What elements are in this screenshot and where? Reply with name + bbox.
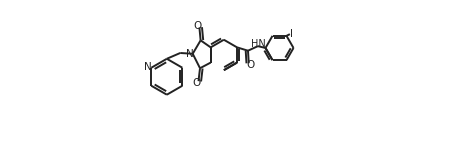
Text: O: O	[246, 60, 255, 70]
Text: I: I	[290, 29, 293, 39]
Text: O: O	[193, 21, 202, 31]
Text: HN: HN	[251, 39, 265, 49]
Text: N: N	[144, 62, 151, 72]
Text: O: O	[192, 78, 201, 88]
Text: N: N	[186, 49, 194, 59]
